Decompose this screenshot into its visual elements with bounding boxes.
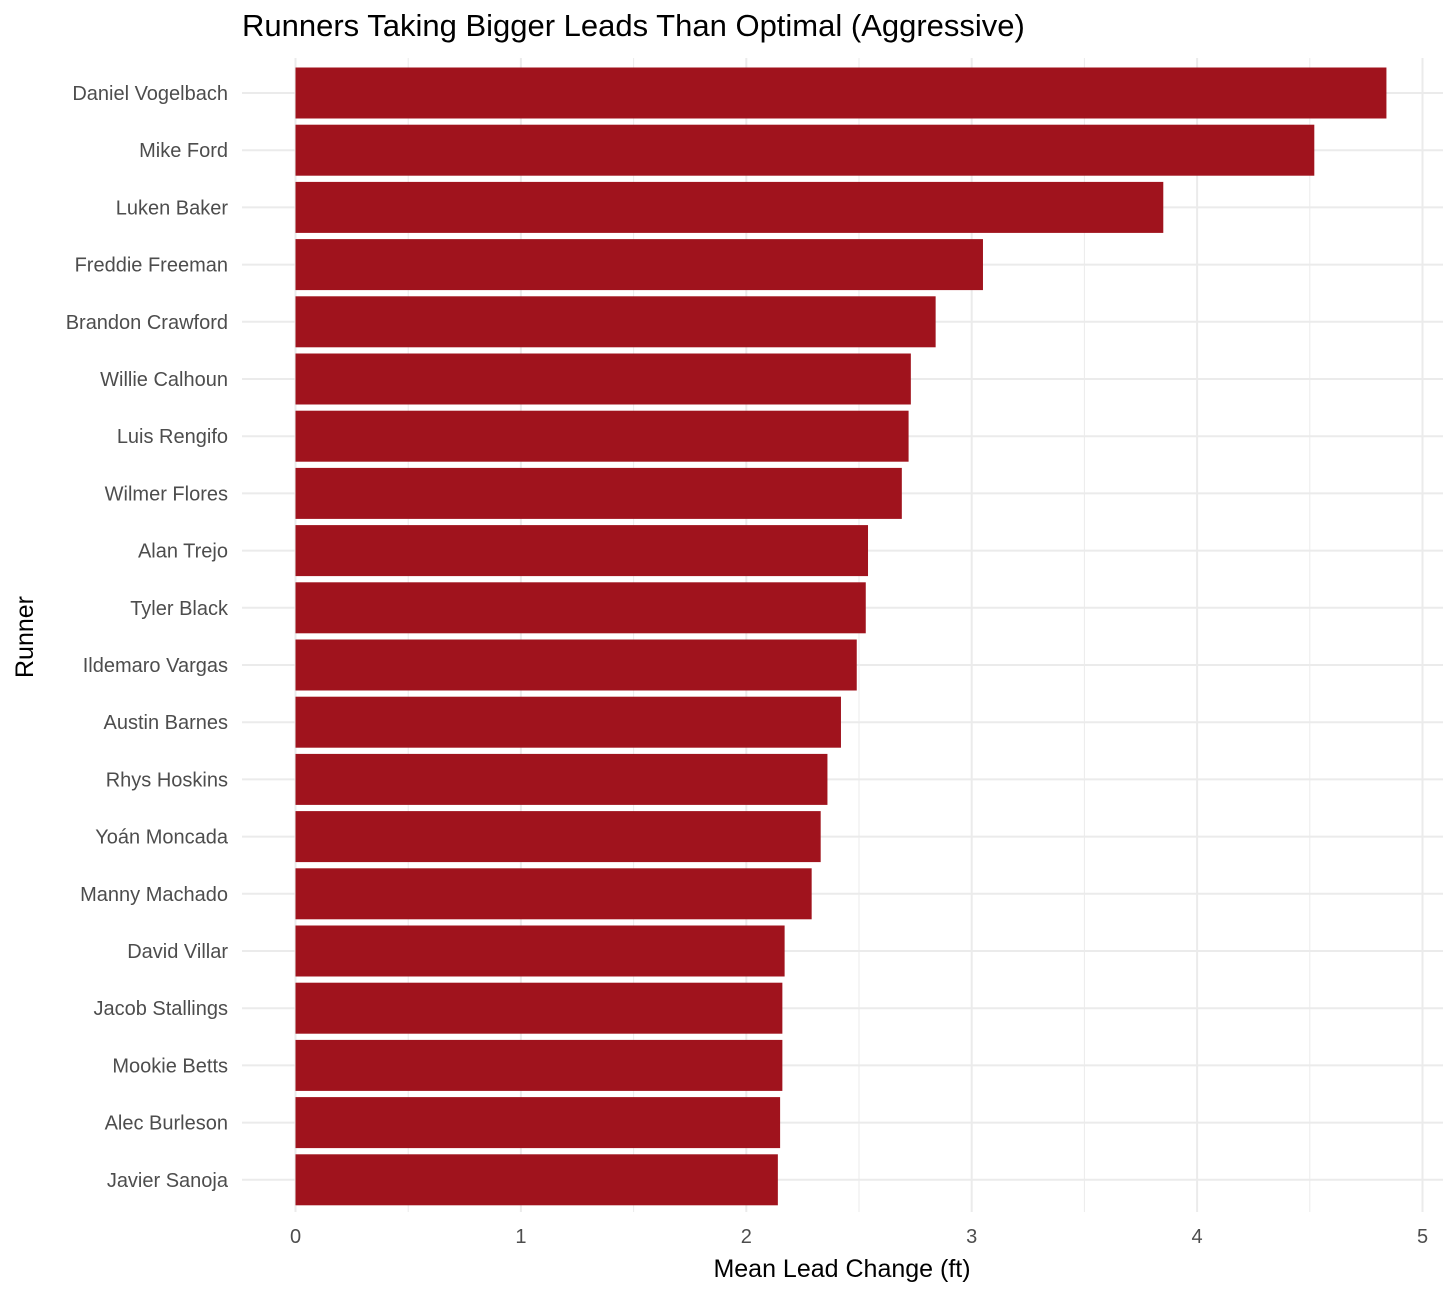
y-tick-label: Ildemaro Vargas — [83, 655, 228, 677]
y-tick-label: Alec Burleson — [105, 1113, 228, 1135]
y-tick-label: David Villar — [127, 941, 228, 963]
bar — [295, 353, 911, 405]
y-tick-label: Alan Trejo — [138, 541, 228, 563]
y-tick-label: Tyler Black — [130, 598, 229, 620]
bar — [295, 753, 828, 805]
bar — [295, 525, 869, 577]
y-tick-label: Wilmer Flores — [105, 483, 228, 505]
y-tick-label: Javier Sanoja — [107, 1170, 229, 1192]
bar — [295, 239, 983, 291]
bar — [295, 124, 1315, 176]
y-tick-label: Luis Rengifo — [117, 426, 228, 448]
y-tick-label: Mookie Betts — [112, 1055, 228, 1077]
bar — [295, 582, 866, 634]
bar — [295, 1154, 778, 1206]
y-tick-label: Austin Barnes — [103, 712, 228, 734]
bar — [295, 296, 936, 348]
bar — [295, 982, 783, 1034]
x-tick-label: 3 — [966, 1226, 977, 1248]
bar — [295, 1097, 781, 1149]
y-tick-label: Freddie Freeman — [75, 255, 228, 277]
bar — [295, 925, 785, 977]
bar — [295, 1039, 783, 1091]
bar — [295, 639, 857, 691]
chart-title: Runners Taking Bigger Leads Than Optimal… — [242, 8, 1025, 43]
bar — [295, 811, 821, 863]
y-tick-label: Manny Machado — [80, 884, 228, 906]
bar — [295, 410, 909, 462]
y-tick-label: Willie Calhoun — [100, 369, 228, 391]
bar — [295, 868, 812, 920]
x-tick-label: 4 — [1192, 1226, 1203, 1248]
y-tick-label: Rhys Hoskins — [106, 769, 228, 791]
x-tick-label: 0 — [290, 1226, 301, 1248]
y-tick-labels: Daniel Vogelbach Mike Ford Luken Baker Fred… — [66, 83, 229, 1192]
bar — [295, 67, 1387, 119]
y-axis-title: Runner — [11, 596, 39, 678]
y-tick-label: Brandon Crawford — [66, 312, 228, 334]
bar — [295, 181, 1164, 233]
bar — [295, 696, 841, 748]
x-tick-label: 5 — [1417, 1226, 1428, 1248]
x-tick-label: 1 — [515, 1226, 526, 1248]
x-tick-label: 2 — [741, 1226, 752, 1248]
bar — [295, 467, 902, 519]
y-tick-label: Jacob Stallings — [93, 998, 228, 1020]
bars — [295, 67, 1387, 1206]
y-tick-label: Mike Ford — [139, 140, 228, 162]
y-tick-label: Daniel Vogelbach — [72, 83, 228, 105]
x-tick-labels: 0 1 2 3 4 5 — [290, 1226, 1428, 1248]
x-axis-title: Mean Lead Change (ft) — [713, 1255, 970, 1283]
y-tick-label: Yoán Moncada — [95, 827, 229, 849]
y-tick-label: Luken Baker — [116, 197, 229, 219]
